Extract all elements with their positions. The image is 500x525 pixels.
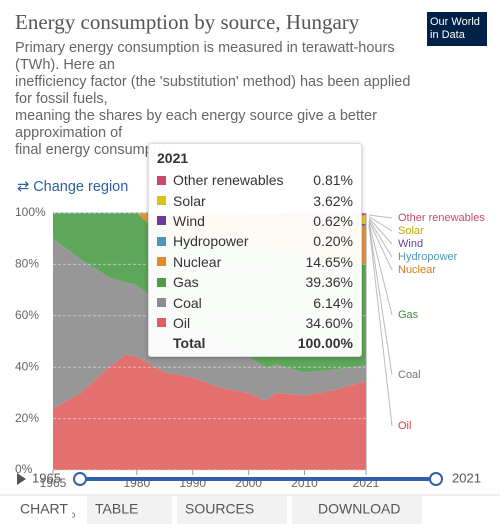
legend-connector: [368, 220, 393, 271]
y-tick-label: 100%: [15, 205, 46, 219]
y-tick-label: 60%: [15, 308, 39, 322]
swatch: [157, 175, 166, 185]
tooltip-value: 6.14%: [313, 294, 353, 311]
tooltip-row: Other renewables 0.81%: [157, 170, 353, 190]
title: Energy consumption by source, Hungary: [15, 10, 360, 34]
play-button: [17, 473, 26, 485]
subtitle-line: (TWh). Here an: [15, 57, 115, 73]
tab[interactable]: [12, 496, 72, 524]
subtitle-line: meaning the shares by each energy source…: [15, 108, 377, 124]
legend-connector: [368, 216, 393, 232]
logo-line: in Data: [430, 29, 465, 41]
subtitle-line: final energy consumption.: [15, 142, 181, 158]
change-region-label: Change region: [33, 179, 129, 195]
tooltip-row: Nuclear 14.65%: [157, 252, 353, 272]
subtitle-line: inefficiency factor (the 'substitution' …: [15, 74, 411, 90]
x-tick-label: 1965: [40, 476, 67, 490]
tooltip-row: Oil 34.60%: [157, 313, 353, 333]
y-tick-label: 20%: [15, 411, 39, 425]
tooltip-value: 34.60%: [305, 314, 353, 331]
legend-label: Nuclear: [398, 264, 436, 276]
swatch: [157, 236, 166, 246]
tab-label: TABLE: [95, 501, 138, 517]
swatch: [157, 216, 166, 226]
tooltip-value: 0.81%: [313, 172, 353, 189]
tooltip-name: Coal: [173, 294, 202, 311]
y-tick-label: 40%: [15, 359, 39, 373]
subtitle: Primary energy consumption is measured i…: [15, 40, 415, 159]
tab[interactable]: [177, 496, 287, 524]
legend-connector: [368, 223, 393, 376]
logo[interactable]: Our World in Data: [427, 12, 487, 46]
tab-label: SOURCES: [185, 501, 254, 517]
y-tick-label: 0%: [15, 462, 33, 476]
legend-connector: [368, 222, 393, 316]
legend-connector: [368, 217, 393, 245]
tooltip-value: 39.36%: [305, 274, 353, 291]
swatch: [157, 277, 166, 287]
tooltip: 2021 Other renewables 0.81% Solar 3.62% Wind…: [148, 143, 362, 357]
swatch: [157, 257, 166, 267]
tooltip-name: Wind: [173, 212, 205, 229]
tab[interactable]: [292, 496, 422, 524]
tooltip-name: Oil: [173, 314, 191, 331]
tab-label: CHART: [20, 501, 68, 517]
tooltip-value: 0.20%: [313, 233, 353, 250]
legend-label: Wind: [398, 238, 423, 250]
tooltip-name: Other renewables: [173, 172, 284, 189]
tooltip-row: Wind 0.62%: [157, 211, 353, 231]
legend-connector: [368, 225, 393, 427]
timeline-handle: [73, 472, 87, 486]
tooltip-name: Gas: [173, 274, 199, 291]
timeline-end: 2021: [452, 470, 481, 485]
timeline-handle: [429, 472, 443, 486]
tooltip-total-value: 100.00%: [297, 335, 353, 352]
legend-label: Oil: [398, 420, 411, 432]
subtitle-line: Primary energy consumption is measured i…: [15, 40, 395, 56]
tooltip-total-label: Total: [173, 335, 206, 352]
tooltip-row: Solar 3.62%: [157, 190, 353, 210]
area: [53, 354, 366, 470]
tooltip-title: 2021: [157, 150, 189, 166]
subtitle-line: for fossil fuels,: [15, 91, 108, 107]
change-region[interactable]: ⇄ Change region: [17, 179, 129, 195]
logo-line: Our World: [430, 16, 480, 28]
subtitle-line: approximation of: [15, 125, 123, 141]
y-tick-label: 80%: [15, 257, 39, 271]
tooltip-total: Total 100.00%: [157, 333, 353, 353]
area: [53, 238, 366, 409]
legend-label: Coal: [398, 369, 421, 381]
legend-connector: [368, 219, 393, 258]
tooltip-row: Gas 39.36%: [157, 272, 353, 292]
swatch: [157, 196, 166, 206]
legend-label: Other renewables: [398, 212, 485, 224]
legend-label: Hydropower: [398, 251, 458, 263]
legend-label: Solar: [398, 225, 424, 237]
legend-label: Gas: [398, 309, 419, 321]
swatch: [157, 298, 166, 308]
timeline-start: 1965: [32, 470, 61, 485]
tooltip-value: 0.62%: [313, 212, 353, 229]
tab-label: DOWNLOAD: [318, 501, 400, 517]
tooltip-row: Coal 6.14%: [157, 292, 353, 312]
tooltip-name: Hydropower: [173, 233, 249, 250]
swatch: [157, 318, 166, 328]
tab[interactable]: [87, 496, 172, 524]
tooltip-value: 3.62%: [313, 192, 353, 209]
tooltip-value: 14.65%: [305, 253, 353, 270]
tooltip-row: Hydropower 0.20%: [157, 231, 353, 251]
tooltip-name: Solar: [173, 192, 206, 209]
legend-connector: [368, 214, 393, 219]
tooltip-name: Nuclear: [173, 253, 222, 270]
